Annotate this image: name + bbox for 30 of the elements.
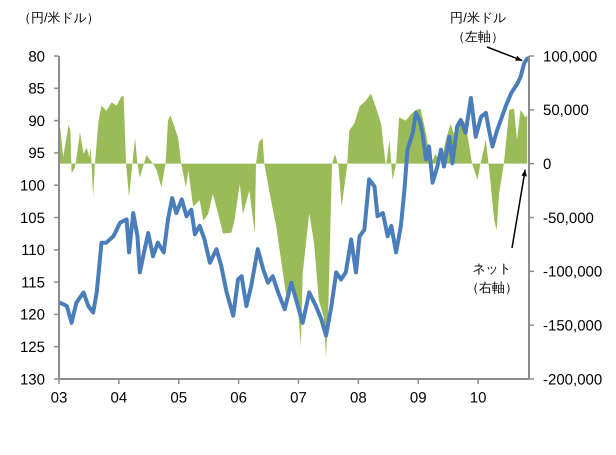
- x-tick-label: 06: [230, 389, 247, 406]
- y-tick-label: 95: [28, 145, 45, 162]
- x-tick-label: 09: [410, 389, 427, 406]
- x-tick-label: 07: [290, 389, 307, 406]
- line-series: [58, 56, 530, 338]
- y2-tick-label: 50,000: [543, 102, 589, 120]
- y2-tick-label: -50,000: [543, 210, 594, 227]
- text: ネット（右軸）: [466, 261, 518, 295]
- y-axis-title: （円/米ドル）: [18, 10, 100, 25]
- x-tick-label: 03: [50, 389, 68, 406]
- x-tick-label: 04: [110, 389, 128, 406]
- y-tick-label: 90: [28, 112, 45, 130]
- y-tick-label: 125: [20, 338, 45, 356]
- y2-tick-label: -150,000: [543, 317, 602, 334]
- y-tick-label: 105: [20, 210, 45, 227]
- y-tick-label: 120: [20, 306, 45, 324]
- y2-tick-label: -200,000: [543, 371, 602, 388]
- y-tick-label: 100: [20, 177, 45, 194]
- x-tick-label: 08: [350, 389, 367, 406]
- x-tick-label: 05: [170, 389, 188, 406]
- y-tick-label: 85: [28, 80, 45, 98]
- y2-tick-label: -100,000: [543, 264, 602, 281]
- series-label: 円/米ドル（左軸）: [450, 10, 506, 44]
- y-tick-label: 80: [28, 48, 45, 66]
- y2-tick-label: 100,000: [543, 48, 598, 66]
- y-tick-label: 115: [21, 274, 45, 292]
- y-tick-label: 130: [20, 371, 45, 388]
- y2-tick-label: 0: [543, 156, 552, 173]
- y-tick-label: 110: [21, 242, 45, 260]
- x-tick-label: 10: [470, 389, 486, 406]
